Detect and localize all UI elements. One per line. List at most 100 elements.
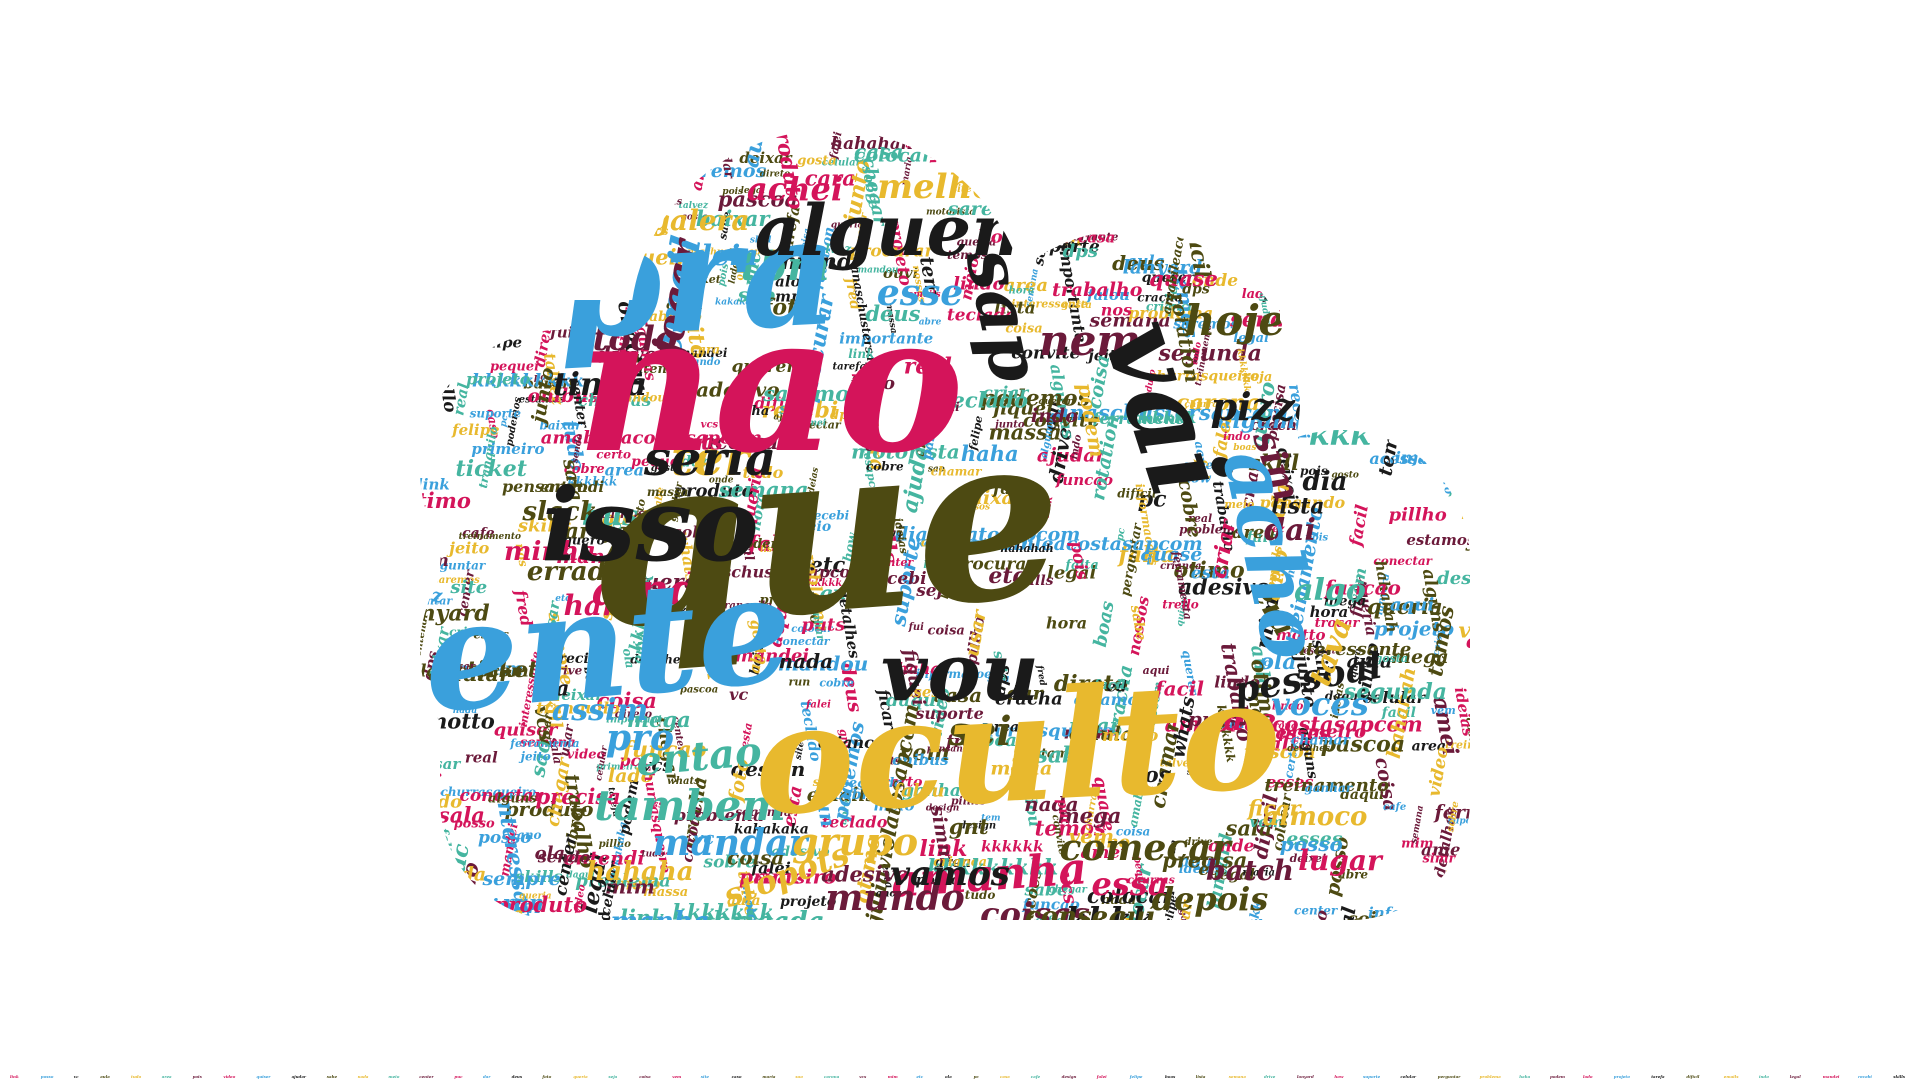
word-daqui: daqui xyxy=(1325,689,1363,703)
footer-word: vcs xyxy=(859,1074,867,1079)
word-drive: drive xyxy=(1331,397,1365,411)
word-mega: mega xyxy=(1324,593,1367,609)
word-gente: gente xyxy=(312,540,800,757)
word-foto: foto xyxy=(761,294,812,320)
word-falou: falou xyxy=(746,531,808,556)
word-fred: fred xyxy=(841,276,863,312)
word-sala: sala xyxy=(437,803,485,828)
word-deus: deus xyxy=(397,748,430,804)
word-mundo: mundo xyxy=(825,877,965,919)
word-deixar: deixar xyxy=(1392,422,1432,435)
word-conectar: conectar xyxy=(776,635,831,648)
word-vcs: vcs xyxy=(529,704,559,743)
word-maria: maria xyxy=(1223,160,1269,176)
word-segunda: segunda xyxy=(1157,340,1261,366)
word-kkkkkkkkk: kkkkkkkkk xyxy=(927,855,1058,880)
word-pc: pc xyxy=(499,414,511,428)
word-recebi: recebi xyxy=(1184,458,1226,472)
word-amabileacostasapcom: amabileacostasapcom xyxy=(1165,712,1423,737)
word-entendi: entendi xyxy=(412,613,430,657)
word-trabalho: trabalho xyxy=(1052,279,1143,301)
word-deixar: deixar xyxy=(739,149,792,167)
word-ajudar: ajudar xyxy=(1037,444,1108,466)
word-sobre: sobre xyxy=(858,165,881,211)
word-massa: massa xyxy=(647,485,689,499)
word-hahaha: hahaha xyxy=(586,857,693,887)
word-mandou: mandou xyxy=(568,135,585,177)
word-daqui: daqui xyxy=(566,870,595,880)
word-seria: seria xyxy=(643,431,776,487)
word-semana: semana xyxy=(1464,243,1533,262)
word-recebi: recebi xyxy=(807,508,849,522)
word-mega: mega xyxy=(627,707,691,732)
word-hard: hard xyxy=(564,589,637,622)
word-ticket: ticket xyxy=(685,273,721,286)
word-otimo: otimo xyxy=(403,488,471,513)
word-jeito: jeito xyxy=(1465,526,1524,552)
word-teclado: teclado xyxy=(822,812,888,831)
word-boas: boas xyxy=(1233,443,1256,453)
word-chegar: chegar xyxy=(1048,885,1087,896)
word-legal: legal xyxy=(740,186,765,196)
word-seja: seja xyxy=(915,581,954,601)
word-ficar: ficar xyxy=(1246,796,1303,821)
word-motorista: motorista xyxy=(851,440,960,464)
word-puts: puts xyxy=(801,615,845,636)
word-falei: falei xyxy=(750,858,791,877)
word-tranquilo: tranquilo xyxy=(376,183,465,203)
footer-word: pois xyxy=(193,1074,203,1079)
word-etc: etc xyxy=(555,594,571,604)
word-talvez: talvez xyxy=(1160,756,1197,769)
word-aula: aula xyxy=(1126,251,1164,270)
word-jeito: jeito xyxy=(446,539,489,558)
word-sabe: sabe xyxy=(716,211,734,241)
word-whats: whats xyxy=(1045,163,1078,174)
word-chamar: chamar xyxy=(1291,733,1352,749)
word-problema: problema xyxy=(575,871,671,892)
word-baixar: baixar xyxy=(523,375,577,393)
word-crianca: crianca xyxy=(449,625,499,639)
word-facil: facil xyxy=(1093,678,1126,693)
footer-word: skills xyxy=(1893,1074,1906,1079)
word-aqui: aqui xyxy=(1143,664,1170,677)
word-motto: motto xyxy=(1254,925,1287,936)
word-baixar: baixar xyxy=(957,487,1025,509)
word-nos: nos xyxy=(513,542,531,568)
word-hahahah: hahahah xyxy=(981,159,1039,173)
word-sala: sala xyxy=(1224,815,1272,840)
word-sobre: sobre xyxy=(1319,351,1356,365)
word-esses: esses xyxy=(1286,828,1343,850)
word-felipe: felipe xyxy=(474,334,522,352)
word-treinamento: treinamento xyxy=(1264,775,1389,796)
word-video: video xyxy=(405,832,444,847)
word-legal: legal xyxy=(1214,866,1255,884)
word-casa: casa xyxy=(1463,716,1481,745)
word-seja: seja xyxy=(693,150,717,163)
word-pois: pois xyxy=(716,262,731,287)
word-grupo: grupo xyxy=(792,819,918,864)
word-video: video xyxy=(924,138,957,151)
word-podem: podem xyxy=(735,537,784,552)
word-ideias: ideias xyxy=(1328,681,1347,719)
word-abre: abre xyxy=(838,799,853,826)
word-meio: meio xyxy=(793,519,831,535)
word-puts: puts xyxy=(963,733,983,768)
word-felipe: felipe xyxy=(451,421,499,439)
word-falta: falta xyxy=(1258,732,1311,756)
word-tranquilo: tranquilo xyxy=(720,601,772,612)
footer-word: foto xyxy=(541,1074,551,1079)
word-seja: seja xyxy=(990,649,1011,682)
word-lanyard: lanyard xyxy=(1271,190,1347,211)
word-lista: lista xyxy=(1259,163,1273,186)
word-vc: vc xyxy=(729,685,748,704)
word-coisa: coisa xyxy=(1116,825,1150,839)
word-conectar: conectar xyxy=(459,786,543,806)
word-foto: foto xyxy=(802,589,826,626)
footer-word: seja xyxy=(608,1074,617,1079)
word-tem: tem xyxy=(1374,433,1403,477)
word-vem: vem xyxy=(1250,813,1284,831)
word-otimo: otimo xyxy=(1174,558,1245,584)
word-coisa: coisa xyxy=(799,227,813,254)
word-mandou: mandou xyxy=(612,391,667,405)
word-real: real xyxy=(1332,905,1361,950)
